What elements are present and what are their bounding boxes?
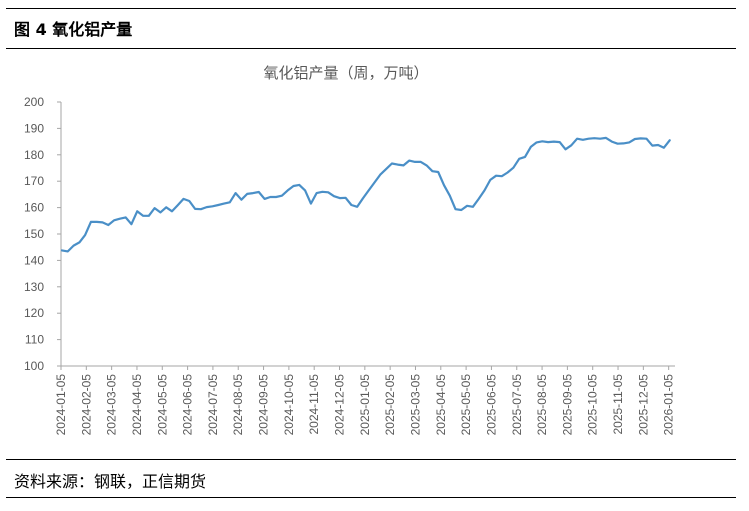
y-tick-label: 190 bbox=[24, 121, 44, 135]
x-tick-label: 2025-02-05 bbox=[383, 374, 397, 436]
figure-title: 图 4 氧化铝产量 bbox=[14, 20, 133, 39]
y-tick-label: 140 bbox=[24, 253, 44, 267]
x-tick-label: 2025-11-05 bbox=[611, 374, 625, 435]
x-tick-label: 2024-12-05 bbox=[333, 374, 347, 436]
chart-title: 氧化铝产量（周，万吨） bbox=[263, 65, 428, 82]
x-tick-label: 2025-05-05 bbox=[459, 374, 473, 436]
x-tick-label: 2025-12-05 bbox=[636, 374, 650, 436]
x-tick-label: 2024-02-05 bbox=[79, 374, 93, 436]
y-tick-label: 160 bbox=[24, 201, 44, 215]
x-tick-label: 2025-09-05 bbox=[560, 374, 574, 436]
x-tick-label: 2024-04-05 bbox=[130, 374, 144, 436]
x-tick-label: 2025-01-05 bbox=[358, 374, 372, 436]
top-rule bbox=[6, 8, 736, 9]
source-rule-top bbox=[6, 459, 736, 460]
x-tick-label: 2025-04-05 bbox=[434, 374, 448, 436]
x-tick-label: 2024-09-05 bbox=[257, 374, 271, 436]
bottom-rule bbox=[6, 497, 736, 498]
x-tick-label: 2024-07-05 bbox=[206, 374, 220, 436]
x-tick-label: 2026-01-05 bbox=[662, 374, 676, 436]
x-axis: 2024-01-05 2024-02-05 2024-03-05 2024-04-05… bbox=[54, 365, 676, 436]
y-tick-label: 200 bbox=[24, 95, 44, 109]
line-chart: 氧化铝产量（周，万吨） 1001101201301401501601701801… bbox=[24, 65, 676, 436]
x-tick-label: 2025-10-05 bbox=[586, 374, 600, 436]
x-tick-label: 2024-05-05 bbox=[155, 374, 169, 436]
y-tick-label: 130 bbox=[24, 280, 44, 294]
y-tick-label: 120 bbox=[24, 306, 44, 320]
y-axis: 100 110 120 130 140 150 160 170 180 190 200 bbox=[24, 95, 62, 373]
y-tick-label: 100 bbox=[24, 359, 44, 373]
x-tick-label: 2025-06-05 bbox=[484, 374, 498, 436]
x-tick-label: 2024-01-05 bbox=[54, 374, 68, 436]
y-tick-label: 180 bbox=[24, 148, 44, 162]
x-tick-label: 2024-03-05 bbox=[105, 374, 119, 436]
x-tick-label: 2025-08-05 bbox=[535, 374, 549, 436]
x-tick-label: 2024-06-05 bbox=[181, 374, 195, 436]
y-tick-label: 110 bbox=[25, 333, 44, 347]
header-rule bbox=[6, 48, 736, 49]
x-tick-label: 2025-07-05 bbox=[510, 374, 524, 436]
y-tick-label: 150 bbox=[24, 227, 44, 241]
y-tick-label: 170 bbox=[24, 174, 44, 188]
source-note: 资料来源：钢联，正信期货 bbox=[14, 472, 207, 491]
series-line-alumina-output bbox=[60, 136, 671, 253]
x-tick-label: 2025-03-05 bbox=[408, 374, 422, 436]
x-tick-label: 2024-10-05 bbox=[282, 374, 296, 436]
x-tick-label: 2024-11-05 bbox=[307, 374, 321, 435]
x-tick-label: 2024-08-05 bbox=[231, 374, 245, 436]
